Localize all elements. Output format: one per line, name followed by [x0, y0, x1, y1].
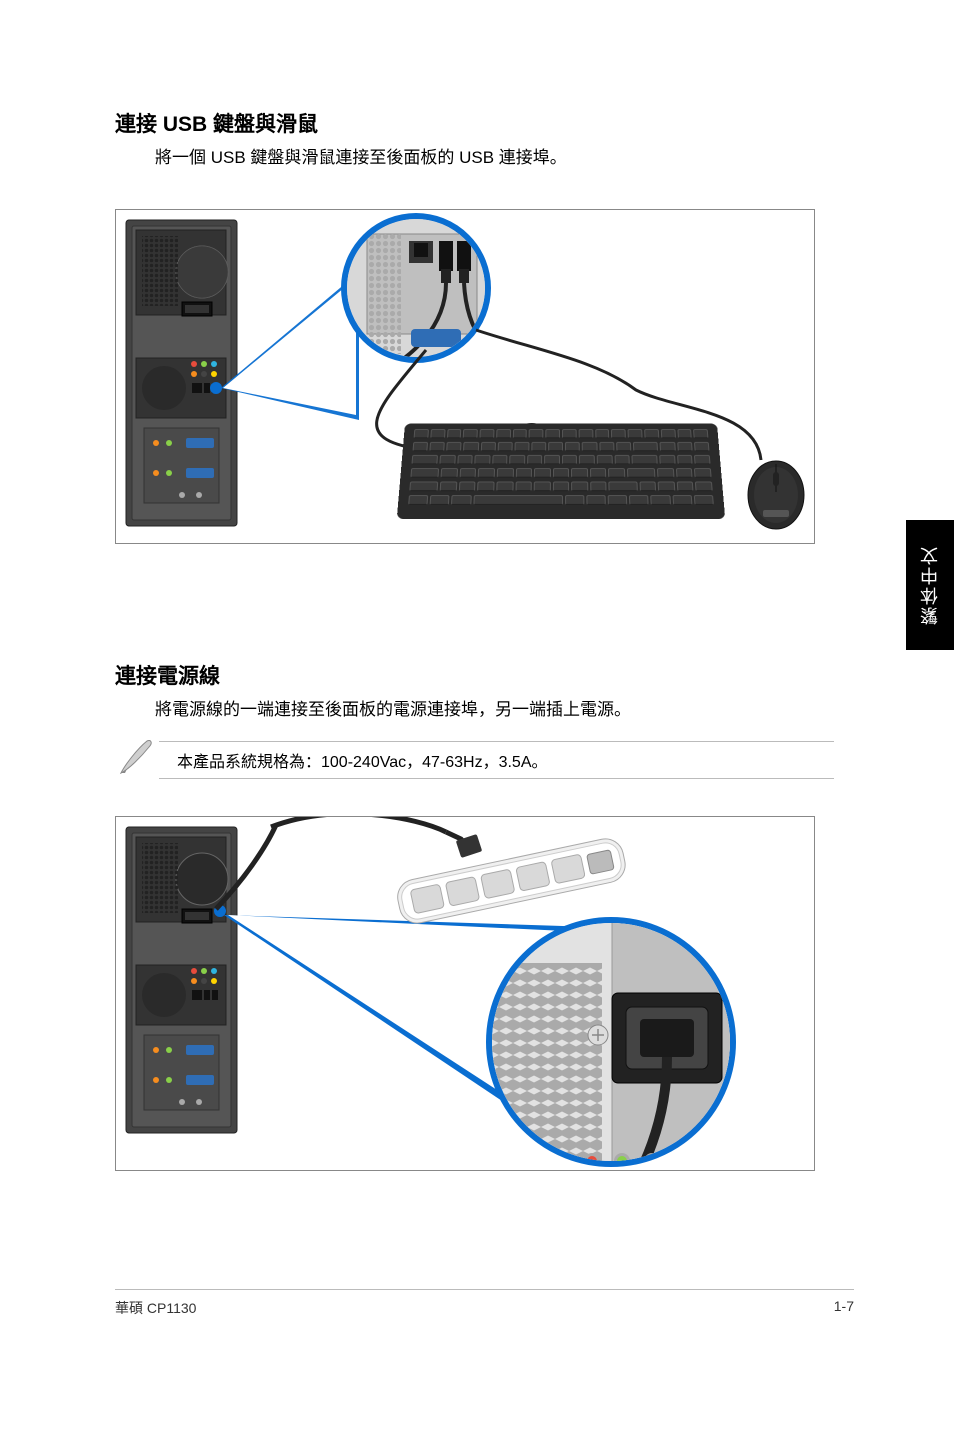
footer-product: 華碩 CP1130 [115, 1298, 196, 1318]
section1-text: 將一個 USB 鍵盤與滑鼠連接至後面板的 USB 連接埠。 [155, 144, 567, 171]
power-strip [386, 829, 636, 929]
language-tab: 繁体中文 [906, 520, 954, 650]
figure-power-connection [115, 816, 815, 1171]
page-footer: 華碩 CP1130 1-7 [115, 1289, 854, 1318]
figure-usb-connection [115, 209, 815, 544]
footer-pagenum: 1-7 [834, 1298, 854, 1318]
heading-usb: 連接 USB 鍵盤與滑鼠 [115, 113, 318, 136]
section2-title: 連接電源線 [115, 660, 220, 690]
heading-power: 連接電源線 [115, 665, 220, 688]
callout-power-zoom [486, 917, 736, 1167]
note-spec: 本產品系統規格為：100-240Vac，47-63Hz，3.5A。 [115, 735, 834, 784]
usb-mouse [741, 450, 811, 530]
text-usb: 將一個 USB 鍵盤與滑鼠連接至後面板的 USB 連接埠。 [155, 148, 567, 167]
section1-title: 連接 USB 鍵盤與滑鼠 [115, 108, 318, 138]
manual-page: 連接 USB 鍵盤與滑鼠 將一個 USB 鍵盤與滑鼠連接至後面板的 USB 連接… [0, 0, 954, 1438]
note-spec-text: 本產品系統規格為：100-240Vac，47-63Hz，3.5A。 [159, 741, 834, 779]
usb-keyboard [397, 424, 725, 519]
section2-text: 將電源線的一端連接至後面板的電源連接埠，另一端插上電源。 [155, 696, 631, 723]
note-pencil-icon [115, 735, 159, 784]
language-tab-label: 繁体中文 [917, 545, 943, 625]
text-power: 將電源線的一端連接至後面板的電源連接埠，另一端插上電源。 [155, 700, 631, 719]
